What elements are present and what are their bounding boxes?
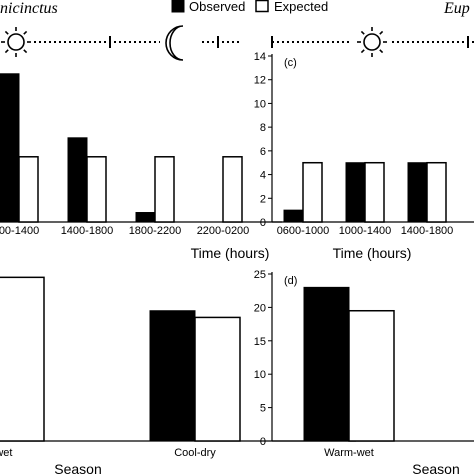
bar-expected xyxy=(426,161,447,223)
legend-swatch-expected xyxy=(255,0,269,13)
x-tick-label: 1800-2200 xyxy=(129,225,182,237)
sun-icon xyxy=(1,27,31,57)
y-tick-label: 10 xyxy=(254,98,266,110)
daynight-strip-right xyxy=(271,27,474,57)
bar-observed xyxy=(283,209,304,223)
x-tick-label: n-wet xyxy=(0,447,12,459)
bar-observed xyxy=(135,212,156,223)
x-tick-label: Cool-dry xyxy=(174,447,216,459)
x-tick-label: 1400-1800 xyxy=(401,225,454,237)
y-tick-label: 25 xyxy=(254,269,266,281)
x-tick-label: Warm-wet xyxy=(324,447,374,459)
bar-expected xyxy=(18,156,39,223)
y-tick-label: 0 xyxy=(260,217,266,229)
y-tick-label: 4 xyxy=(260,170,266,182)
panel-time-right: 0 2 4 6 8 10 12 14 (c) 0600-1000 1000-1400 1400-180… xyxy=(254,51,474,237)
x-axis-title-season-left: Season xyxy=(54,461,101,474)
panel-label: (c) xyxy=(284,57,297,69)
panel-season-left: n-wet Cool-dry xyxy=(0,276,356,459)
bar-observed xyxy=(0,73,20,223)
bar-expected xyxy=(86,156,107,223)
bar-expected xyxy=(194,316,241,442)
legend-swatch-observed xyxy=(171,0,185,13)
bar-expected xyxy=(364,161,385,223)
bar-observed xyxy=(345,162,366,223)
daynight-strip-left xyxy=(1,25,240,61)
species-label-left: nicinctus xyxy=(0,0,58,17)
y-tick-label: 20 xyxy=(254,302,266,314)
bar-expected xyxy=(302,161,323,223)
y-tick-label: 15 xyxy=(254,336,266,348)
x-tick-label: 1000-1400 xyxy=(339,225,392,237)
bar-expected xyxy=(0,276,45,442)
bar-observed xyxy=(67,137,88,223)
bar-observed xyxy=(149,310,196,442)
moon-icon xyxy=(165,25,184,61)
x-tick-label: 1400-1800 xyxy=(61,225,114,237)
y-tick-label: 12 xyxy=(254,75,266,87)
x-tick-label: 00-1400 xyxy=(0,225,39,237)
panel-label: (d) xyxy=(284,275,297,287)
panel-time-left: 00-1400 1400-1800 1800-2200 2200-0200 xyxy=(0,73,282,237)
x-axis-title-time-right: Time (hours) xyxy=(333,245,412,261)
sun-icon xyxy=(357,27,387,57)
legend-label-expected: Expected xyxy=(274,0,328,14)
legend-label-observed: Observed xyxy=(189,0,245,14)
y-tick-label: 2 xyxy=(260,193,266,205)
x-tick-label: 2200-0200 xyxy=(197,225,250,237)
species-label-right: Eup xyxy=(443,0,470,17)
bar-expected xyxy=(154,156,175,223)
x-tick-label: 0600-1000 xyxy=(277,225,330,237)
bar-observed xyxy=(407,162,428,223)
bar-expected xyxy=(222,156,243,223)
bar-observed xyxy=(303,286,350,442)
y-tick-label: 5 xyxy=(260,403,266,415)
y-tick-label: 0 xyxy=(260,436,266,448)
y-tick-label: 6 xyxy=(260,146,266,158)
y-tick-label: 10 xyxy=(254,369,266,381)
legend: Observed Expected xyxy=(171,0,328,14)
x-axis-title-time-left: Time (hours) xyxy=(191,245,270,261)
x-axis-title-season-right: Season xyxy=(412,461,459,474)
y-tick-label: 14 xyxy=(254,51,266,63)
y-tick-label: 8 xyxy=(260,122,266,134)
panel-season-right: 0 5 10 15 20 25 (d) Warm-wet xyxy=(254,269,474,459)
bar-expected xyxy=(348,309,395,442)
